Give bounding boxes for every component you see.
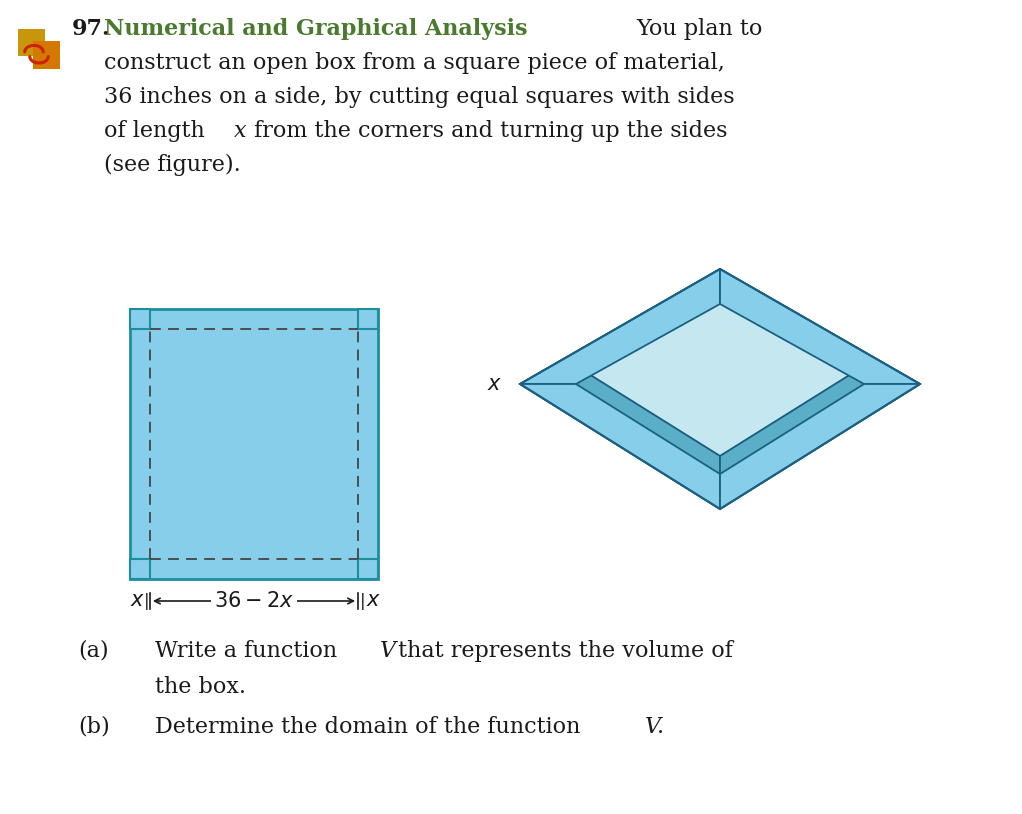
Bar xyxy=(18,28,45,56)
Text: $x$: $x$ xyxy=(366,592,381,610)
Text: V: V xyxy=(645,716,661,738)
Text: $x$: $x$ xyxy=(486,374,502,393)
Text: of length: of length xyxy=(104,120,212,142)
Polygon shape xyxy=(721,366,920,509)
Bar xyxy=(33,42,60,68)
Polygon shape xyxy=(576,286,864,456)
Text: that represents the volume of: that represents the volume of xyxy=(391,640,733,662)
Polygon shape xyxy=(721,269,920,384)
Polygon shape xyxy=(721,384,920,509)
Polygon shape xyxy=(520,384,721,509)
Text: construct an open box from a square piece of material,: construct an open box from a square piec… xyxy=(104,52,725,74)
Text: Determine the domain of the function: Determine the domain of the function xyxy=(155,716,588,738)
Bar xyxy=(358,309,378,329)
Text: |: | xyxy=(143,593,149,610)
Polygon shape xyxy=(520,269,721,384)
Bar xyxy=(358,559,378,579)
Text: (b): (b) xyxy=(78,716,109,738)
Text: 36 inches on a side, by cutting equal squares with sides: 36 inches on a side, by cutting equal sq… xyxy=(104,86,735,108)
Bar xyxy=(130,559,150,579)
Polygon shape xyxy=(721,269,920,384)
Text: V: V xyxy=(380,640,397,662)
Text: .: . xyxy=(657,716,664,738)
Polygon shape xyxy=(520,366,721,509)
Text: Numerical and Graphical Analysis: Numerical and Graphical Analysis xyxy=(104,18,527,40)
Text: $36-2x$: $36-2x$ xyxy=(214,591,294,611)
Text: 97.: 97. xyxy=(72,18,110,40)
Text: You plan to: You plan to xyxy=(636,18,762,40)
Text: from the corners and turning up the sides: from the corners and turning up the side… xyxy=(247,120,728,142)
Text: Write a function: Write a function xyxy=(155,640,344,662)
Text: $x$: $x$ xyxy=(130,592,145,610)
Text: |: | xyxy=(360,593,366,610)
Bar xyxy=(130,309,378,579)
Polygon shape xyxy=(520,269,721,384)
Bar xyxy=(130,309,150,329)
Text: the box.: the box. xyxy=(155,676,246,698)
Text: x: x xyxy=(234,120,246,142)
Text: (see figure).: (see figure). xyxy=(104,154,241,176)
Text: (a): (a) xyxy=(78,640,108,662)
